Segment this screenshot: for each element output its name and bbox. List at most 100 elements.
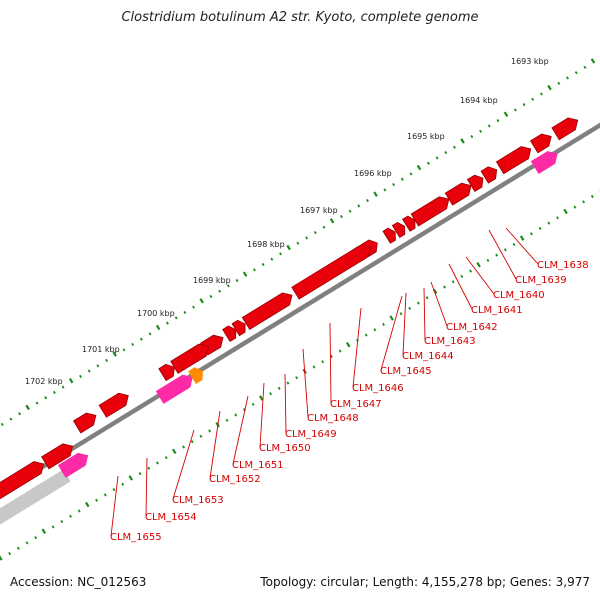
gene-label: CLM_1646: [352, 383, 404, 394]
inner-tick: [295, 376, 299, 380]
inner-tick: [512, 242, 516, 247]
cds-arrow: [41, 443, 74, 470]
outer-tick: [131, 342, 135, 347]
gene-label: CLM_1649: [285, 429, 337, 440]
inner-tick: [399, 312, 403, 316]
inner-tick: [312, 365, 316, 369]
cds-arrow: [382, 227, 396, 244]
inner-tick: [16, 546, 20, 550]
leader-line: [110, 475, 119, 537]
gene-label: CLM_1655: [110, 532, 162, 543]
inner-tick: [345, 341, 351, 348]
outer-tick: [174, 316, 178, 320]
outer-tick: [87, 369, 91, 373]
rna-arrow: [155, 374, 193, 404]
gene-label: CLM_1639: [515, 275, 567, 286]
scale-label: 1695 kbp: [407, 132, 445, 141]
inner-tick: [164, 456, 168, 460]
inner-tick: [529, 232, 533, 236]
backbone-ring: [0, 122, 600, 525]
pseudo-arrow: [188, 367, 203, 384]
inner-tick: [269, 392, 272, 396]
scale-label: 1699 kbp: [193, 276, 231, 285]
outer-tick: [25, 404, 30, 411]
cds-arrow: [98, 392, 129, 418]
cds-arrow: [72, 412, 97, 434]
inner-tick: [147, 466, 151, 470]
outer-tick: [252, 268, 256, 272]
gene-label: CLM_1642: [446, 322, 498, 333]
inner-tick-ring: [0, 190, 600, 561]
cds-arrow: [222, 325, 237, 342]
outer-tick: [496, 119, 500, 123]
feature-track: [0, 117, 579, 500]
inner-tick: [460, 274, 464, 279]
inner-tick: [85, 501, 90, 508]
cds-arrow: [0, 461, 45, 500]
inner-tick: [95, 498, 99, 502]
outer-tick: [68, 378, 74, 384]
gene-label: CLM_1647: [330, 399, 382, 410]
scale-label: 1694 kbp: [460, 96, 498, 105]
inner-tick: [476, 262, 481, 268]
leader-line: [302, 348, 309, 418]
outer-tick: [286, 244, 291, 251]
outer-tick: [305, 236, 309, 240]
inner-tick: [563, 208, 568, 215]
leader-line: [284, 373, 287, 434]
outer-tick: [61, 385, 65, 389]
gene-labels: CLM_1638 CLM_1639 CLM_1640 CLM_1641 CLM_1642…: [110, 260, 589, 543]
rna-arrow: [57, 452, 89, 478]
outer-tick: [139, 337, 143, 341]
leader-line: [232, 395, 249, 465]
gene-label: CLM_1640: [493, 290, 545, 301]
outer-tick: [547, 84, 552, 91]
scale-label: 1693 kbp: [511, 57, 549, 66]
map-title: Clostridium botulinum A2 str. Kyoto, com…: [121, 10, 479, 25]
inner-tick: [416, 301, 420, 305]
gene-label: CLM_1651: [232, 460, 284, 471]
gray-feature-band: [0, 469, 71, 525]
leader-line: [448, 263, 473, 310]
outer-tick: [313, 230, 317, 235]
outer-tick: [366, 198, 369, 203]
cds-arrow: [480, 166, 498, 184]
outer-tick: [166, 321, 169, 325]
outer-tick: [479, 129, 483, 133]
cds-arrow: [410, 196, 450, 227]
leader-line: [352, 307, 362, 388]
leader-line: [465, 256, 495, 295]
cds-arrow: [291, 244, 371, 300]
leader-line: [488, 229, 517, 280]
outer-tick: [470, 135, 474, 139]
inner-tick: [469, 269, 472, 273]
outer-tick: [409, 172, 413, 176]
leader-line: [505, 227, 539, 265]
gene-label: CLM_1653: [172, 495, 224, 506]
leader-line: [423, 287, 426, 341]
inner-tick: [338, 349, 342, 353]
inner-tick: [277, 386, 281, 390]
scale-label: 1702 kbp: [25, 377, 63, 386]
gene-label: CLM_1654: [145, 512, 197, 523]
outer-tick: [383, 188, 387, 192]
outer-tick: [105, 358, 109, 363]
outer-tick: [444, 151, 448, 155]
gene-label: CLM_1650: [259, 443, 311, 454]
gene-label: CLM_1643: [424, 336, 476, 347]
inner-tick: [0, 555, 3, 561]
outer-tick: [322, 225, 326, 229]
outer-tick: [392, 182, 396, 187]
gene-label: CLM_1638: [537, 260, 589, 271]
outer-tick: [199, 298, 204, 304]
inner-tick: [495, 253, 499, 257]
inner-tick: [321, 360, 325, 364]
outer-tick: [235, 278, 239, 283]
inner-tick: [389, 315, 394, 321]
outer-tick: [209, 294, 213, 299]
scale-label: 1698 kbp: [247, 240, 285, 249]
gene-label: CLM_1641: [471, 305, 523, 316]
outer-tick: [242, 271, 248, 277]
inner-tick: [573, 205, 577, 209]
